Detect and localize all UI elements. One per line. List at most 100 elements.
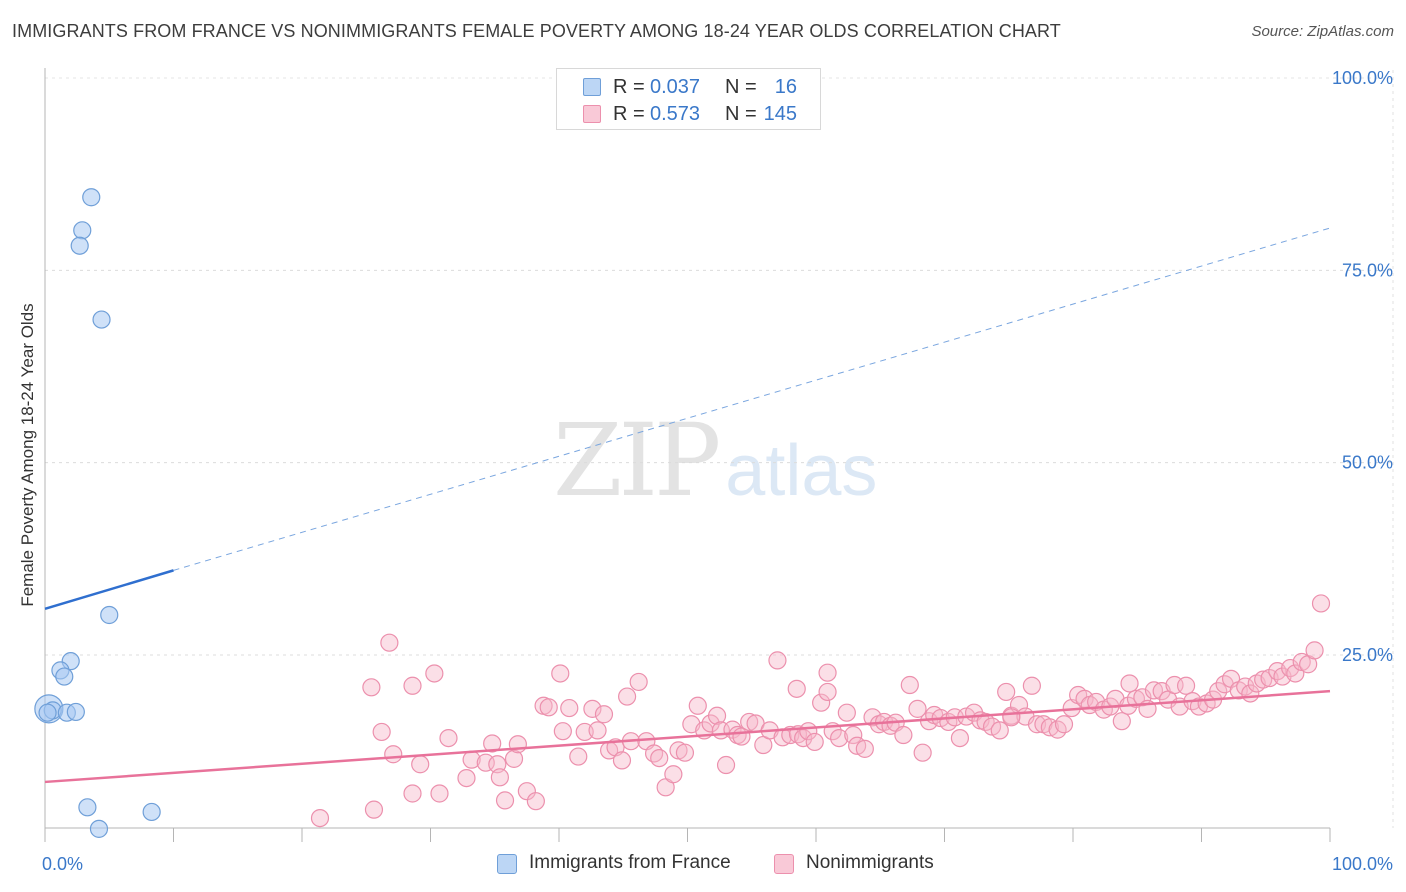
nonimmigrant-point [380, 633, 399, 652]
nonimmigrant-point [526, 792, 545, 811]
nonimmigrant-point [664, 765, 683, 784]
y-tick-label: 50.0% [1342, 453, 1393, 473]
nonimmigrant-point [1286, 664, 1305, 683]
nonimmigrant-point [837, 703, 856, 722]
nonimmigrant-point [1176, 676, 1196, 695]
nonimmigrant-point [787, 679, 806, 698]
nonimmigrant-point [863, 708, 882, 727]
nonimmigrant-point [517, 782, 536, 801]
r-label: R = [613, 103, 645, 125]
legend-swatch-immigrants [583, 78, 601, 96]
nonimmigrant-point [504, 749, 524, 768]
nonimmigrant-point [950, 728, 970, 748]
immigrant-point [142, 802, 161, 822]
nonimmigrant-point [384, 745, 403, 764]
nonimmigrant-point [818, 663, 837, 682]
nonimmigrant-point [688, 696, 707, 715]
nonimmigrant-point [1126, 689, 1146, 708]
immigrant-point [73, 221, 92, 240]
nonimmigrant-point [716, 755, 736, 775]
nonimmigrant-point [612, 751, 632, 770]
nonimmigrant-point [707, 706, 727, 725]
r-value: 0.037 [650, 76, 701, 98]
nonimmigrant-point [1133, 688, 1152, 707]
nonimmigrant-point [362, 678, 381, 697]
nonimmigrant-point [553, 722, 572, 741]
n-label: N = [725, 103, 757, 125]
immigrant-point [78, 798, 97, 817]
nonimmigrant-point [588, 721, 607, 740]
nonimmigrant-point [495, 791, 515, 810]
immigrant-trend-extension [173, 227, 1331, 571]
nonimmigrant-point [675, 743, 695, 762]
immigrant-point [82, 188, 101, 207]
immigrant-point [92, 310, 111, 329]
nonimmigrant-point [560, 698, 579, 718]
nonimmigrant-point [490, 768, 509, 787]
nonimmigrant-point [1311, 594, 1331, 613]
stats-legend-row-immigrants: R = 0.037 N = 16 [557, 74, 820, 100]
nonimmigrant-point [1144, 681, 1164, 700]
nonimmigrant-point [457, 768, 476, 788]
r-value: 0.573 [650, 103, 701, 125]
nonimmigrant-point [372, 722, 391, 742]
nonimmigrant-point [830, 728, 849, 748]
y-tick-label: 100.0% [1332, 68, 1393, 88]
r-label: R = [613, 76, 645, 98]
nonimmigrant-point [1002, 708, 1021, 727]
nonimmigrant-point [411, 755, 430, 774]
nonimmigrant-trend-line [44, 689, 1331, 784]
stats-legend-row-nonimmigrants: R = 0.573 N = 145 [557, 101, 820, 127]
x-tick-label: 100.0% [1332, 854, 1393, 874]
nonimmigrant-point [539, 698, 558, 717]
legend-swatch-immigrants [497, 854, 517, 874]
nonimmigrant-point [1281, 658, 1300, 678]
nonimmigrant-point [768, 651, 787, 670]
nonimmigrant-point [403, 784, 422, 803]
y-tick-label: 25.0% [1342, 645, 1393, 665]
nonimmigrant-point [629, 672, 648, 692]
nonimmigrant-point [818, 682, 837, 702]
nonimmigrant-point [403, 676, 422, 695]
legend-label-immigrants: Immigrants from France [529, 852, 731, 873]
immigrant-point [89, 819, 109, 838]
x-tick-label: 0.0% [42, 854, 83, 874]
nonimmigrant-point [364, 800, 384, 819]
nonimmigrant-point [551, 664, 570, 683]
legend-swatch-nonimmigrants [774, 854, 794, 874]
nonimmigrant-point [569, 747, 588, 766]
nonimmigrant-point [900, 675, 919, 695]
nonimmigrant-point [476, 753, 495, 772]
nonimmigrant-point [430, 784, 449, 803]
n-value: 145 [763, 103, 797, 125]
legend-swatch-nonimmigrants [583, 105, 601, 123]
immigrant-point [55, 667, 74, 686]
nonimmigrant-point [1120, 674, 1139, 693]
immigrant-point [100, 605, 119, 625]
nonimmigrant-point [894, 725, 913, 745]
nonimmigrant-point [990, 721, 1009, 740]
nonimmigrant-point [425, 664, 444, 683]
nonimmigrant-point [1112, 712, 1131, 731]
immigrant-point [70, 236, 89, 255]
nonimmigrant-point [594, 705, 614, 724]
stats-legend: R = 0.037 N = 16 R = 0.573 N = 145 [556, 68, 821, 130]
nonimmigrant-point [997, 682, 1016, 702]
y-tick-label: 75.0% [1342, 260, 1393, 280]
nonimmigrant-point [844, 725, 863, 745]
source-label: Source: ZipAtlas.com [1251, 23, 1394, 40]
nonimmigrant-point [650, 748, 669, 768]
nonimmigrant-point [1022, 676, 1041, 695]
nonimmigrant-point [483, 734, 502, 753]
nonimmigrant-point [1254, 670, 1273, 689]
immigrant-trend-line [44, 569, 174, 611]
legend-label-nonimmigrants: Nonimmigrants [806, 852, 934, 873]
nonimmigrant-point [1054, 715, 1074, 734]
nonimmigrant-point [618, 687, 637, 706]
n-value: 16 [774, 76, 797, 98]
immigrant-point [66, 702, 85, 722]
nonimmigrant-point [812, 693, 831, 712]
nonimmigrant-point [310, 808, 330, 828]
chart-title: IMMIGRANTS FROM FRANCE VS NONIMMIGRANTS … [12, 21, 1061, 41]
